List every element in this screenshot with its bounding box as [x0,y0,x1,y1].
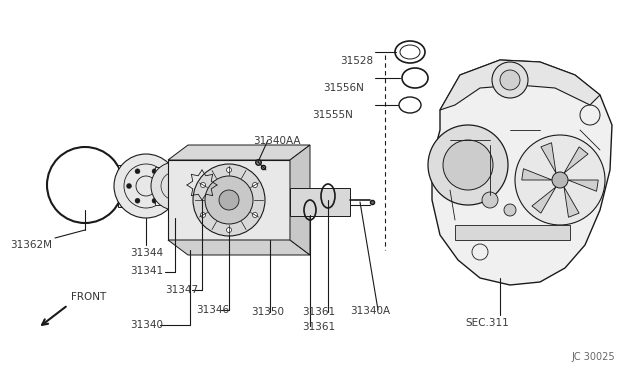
Polygon shape [455,225,570,240]
Circle shape [161,183,166,189]
Circle shape [253,183,257,187]
Circle shape [227,167,232,173]
Circle shape [219,190,239,210]
Text: FRONT: FRONT [71,292,106,302]
Circle shape [500,70,520,90]
Polygon shape [290,145,310,255]
Text: 31350: 31350 [251,307,284,317]
Polygon shape [568,180,598,191]
Text: 31340A: 31340A [350,306,390,316]
Circle shape [193,164,265,236]
Polygon shape [168,160,290,240]
Polygon shape [564,187,579,217]
Polygon shape [290,188,350,216]
Circle shape [200,183,205,187]
FancyBboxPatch shape [118,165,140,207]
Circle shape [492,62,528,98]
Circle shape [152,198,157,203]
Text: SEC.311: SEC.311 [465,318,509,328]
Circle shape [114,154,178,218]
Text: 31528: 31528 [340,56,373,66]
Circle shape [428,125,508,205]
Circle shape [482,192,498,208]
Polygon shape [541,143,556,173]
Circle shape [443,140,493,190]
Text: JC 30025: JC 30025 [572,352,615,362]
Circle shape [170,181,180,191]
Polygon shape [168,145,310,160]
Polygon shape [564,147,588,173]
Circle shape [127,183,131,189]
Text: 31361: 31361 [302,322,335,332]
Text: 31346: 31346 [196,305,229,315]
Polygon shape [522,169,552,180]
Polygon shape [532,187,556,213]
Text: 31340AA: 31340AA [253,136,301,146]
Circle shape [504,204,516,216]
Text: 31362M: 31362M [10,240,52,250]
Circle shape [135,198,140,203]
Text: 31555N: 31555N [312,110,353,120]
Polygon shape [440,60,600,110]
Text: 31341: 31341 [130,266,163,276]
Circle shape [552,172,568,188]
Text: 31340: 31340 [130,320,163,330]
FancyBboxPatch shape [155,167,173,205]
Circle shape [151,162,199,210]
Circle shape [135,169,140,174]
Text: 31347: 31347 [165,285,198,295]
Circle shape [515,135,605,225]
Circle shape [200,212,205,218]
Circle shape [205,176,253,224]
Text: 31361: 31361 [302,307,335,317]
Circle shape [227,228,232,232]
Polygon shape [168,240,310,255]
Polygon shape [432,60,612,285]
Text: 31556N: 31556N [323,83,364,93]
Circle shape [152,169,157,174]
Circle shape [253,212,257,218]
Text: 31344: 31344 [130,248,163,258]
